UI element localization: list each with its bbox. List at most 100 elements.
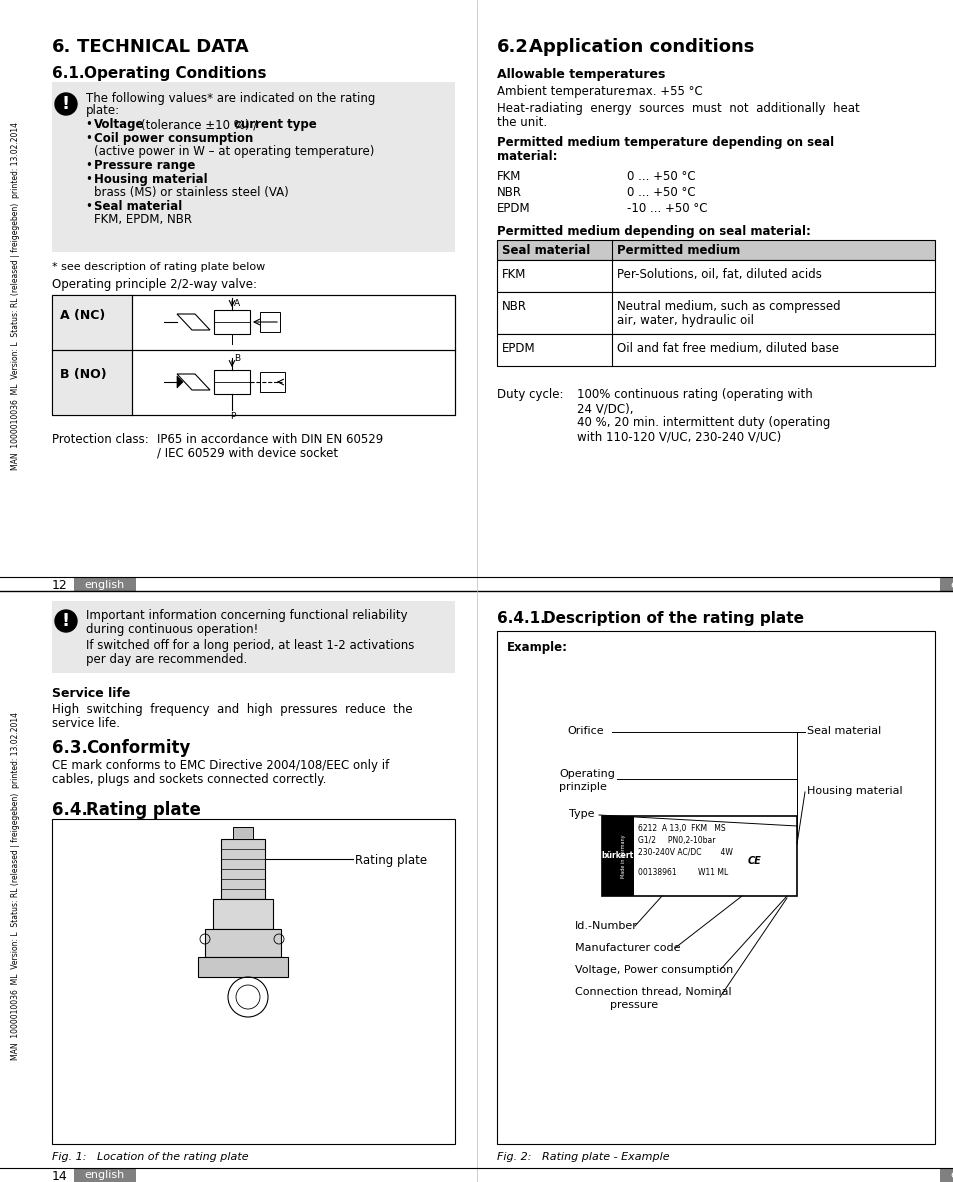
Text: Seal material: Seal material [501, 243, 590, 256]
Text: IP65 in accordance with DIN EN 60529: IP65 in accordance with DIN EN 60529 [157, 433, 383, 446]
Text: EPDM: EPDM [497, 202, 530, 215]
Bar [52, 350, 132, 415]
Text: Rating plate: Rating plate [86, 801, 201, 819]
Text: 6.4.1.: 6.4.1. [497, 611, 545, 626]
Text: 6212  A 13,0  FKM   MS: 6212 A 13,0 FKM MS [638, 824, 725, 833]
Text: FKM, EPDM, NBR: FKM, EPDM, NBR [94, 213, 192, 226]
Text: Coil power consumption: Coil power consumption [94, 132, 253, 145]
Text: english: english [85, 579, 125, 590]
Text: •: • [86, 132, 96, 145]
Text: The following values* are indicated on the rating: The following values* are indicated on t… [86, 92, 375, 105]
Bar [52, 296, 132, 350]
Text: !: ! [62, 612, 70, 630]
Text: Made in Germany: Made in Germany [620, 834, 626, 878]
Text: prinziple: prinziple [558, 782, 606, 792]
Text: •: • [86, 173, 96, 186]
Text: Rating plate - Example: Rating plate - Example [541, 1152, 669, 1162]
Text: / IEC 60529 with device socket: / IEC 60529 with device socket [157, 447, 337, 460]
Text: max. +55 °C: max. +55 °C [626, 85, 702, 98]
Text: 12: 12 [52, 579, 68, 592]
Text: 24 V/DC),: 24 V/DC), [577, 402, 633, 415]
Text: Housing material: Housing material [94, 173, 208, 186]
Text: Fig. 2:: Fig. 2: [497, 1152, 531, 1162]
Text: Id.-Number: Id.-Number [575, 921, 638, 931]
Text: -10 ... +50 °C: -10 ... +50 °C [626, 202, 707, 215]
Bar [260, 312, 280, 332]
Text: EPDM: EPDM [501, 342, 535, 355]
Bar [601, 816, 796, 896]
Text: Oil and fat free medium, diluted base: Oil and fat free medium, diluted base [617, 342, 838, 355]
Text: Operating: Operating [558, 769, 615, 779]
Text: Voltage: Voltage [94, 118, 144, 131]
Text: 6.: 6. [52, 38, 71, 56]
Bar [213, 370, 250, 394]
Text: Application conditions: Application conditions [529, 38, 754, 56]
Bar [497, 260, 934, 292]
Text: per day are recommended.: per day are recommended. [86, 652, 247, 665]
Bar [939, 578, 953, 591]
Text: english: english [85, 1170, 125, 1181]
Text: Allowable temperatures: Allowable temperatures [497, 69, 664, 82]
Text: cables, plugs and sockets connected correctly.: cables, plugs and sockets connected corr… [52, 773, 326, 786]
Text: P: P [230, 413, 235, 421]
Text: current type: current type [233, 118, 316, 131]
Text: Seal material: Seal material [94, 200, 182, 213]
Text: 00138961         W11 ML: 00138961 W11 ML [638, 868, 727, 877]
Text: 6.4.: 6.4. [52, 801, 88, 819]
Text: FKM: FKM [501, 268, 526, 281]
Text: 6.3.: 6.3. [52, 739, 88, 756]
Text: 0 ... +50 °C: 0 ... +50 °C [626, 170, 695, 183]
Bar [52, 296, 455, 415]
Text: !: ! [62, 95, 70, 113]
Text: MAN  1000010036  ML  Version: L  Status: RL (released | freigegeben)  printed: 1: MAN 1000010036 ML Version: L Status: RL … [11, 122, 20, 469]
Text: Type: Type [568, 808, 594, 819]
Text: air, water, hydraulic oil: air, water, hydraulic oil [617, 314, 753, 327]
Bar [221, 839, 265, 900]
Bar [205, 929, 281, 957]
Text: Permitted medium depending on seal material:: Permitted medium depending on seal mater… [497, 225, 810, 238]
Text: service life.: service life. [52, 717, 120, 730]
Bar [233, 827, 253, 839]
Text: Operating Conditions: Operating Conditions [84, 66, 266, 82]
Text: 0 ... +50 °C: 0 ... +50 °C [626, 186, 695, 199]
Bar [213, 310, 250, 335]
Text: Description of the rating plate: Description of the rating plate [542, 611, 803, 626]
Bar [74, 578, 136, 591]
Text: CE mark conforms to EMC Directive 2004/108/EEC only if: CE mark conforms to EMC Directive 2004/1… [52, 759, 389, 772]
Text: with 110-120 V/UC, 230-240 V/UC): with 110-120 V/UC, 230-240 V/UC) [577, 430, 781, 443]
Text: Operating principle 2/2-way valve:: Operating principle 2/2-way valve: [52, 278, 256, 291]
Text: Per-Solutions, oil, fat, diluted acids: Per-Solutions, oil, fat, diluted acids [617, 268, 821, 281]
Text: A (NC): A (NC) [60, 309, 105, 322]
Text: •: • [86, 160, 96, 173]
Text: (tolerance ±10 %) /: (tolerance ±10 %) / [141, 118, 257, 131]
Text: Ambient temperature:: Ambient temperature: [497, 85, 629, 98]
Bar [601, 816, 634, 896]
Text: CE: CE [747, 856, 760, 866]
Text: 230-240V AC/DC        4W: 230-240V AC/DC 4W [638, 847, 732, 857]
Text: * see description of rating plate below: * see description of rating plate below [52, 262, 265, 272]
Text: Seal material: Seal material [806, 726, 881, 736]
Bar [939, 1169, 953, 1182]
Text: Important information concerning functional reliability: Important information concerning functio… [86, 609, 407, 622]
Text: Example:: Example: [506, 641, 567, 654]
Bar [52, 819, 455, 1144]
Text: Conformity: Conformity [86, 739, 191, 756]
Text: Housing material: Housing material [806, 786, 902, 795]
Text: during continuous operation!: during continuous operation! [86, 623, 258, 636]
Text: Protection class:: Protection class: [52, 433, 149, 446]
Polygon shape [177, 376, 183, 388]
Text: 14: 14 [52, 1170, 68, 1182]
Text: Pressure range: Pressure range [94, 160, 195, 173]
Bar [497, 240, 934, 260]
Text: G1/2     PN0,2-10bar: G1/2 PN0,2-10bar [638, 836, 715, 845]
Text: Heat-radiating  energy  sources  must  not  additionally  heat: Heat-radiating energy sources must not a… [497, 102, 859, 115]
Text: english: english [950, 579, 953, 590]
Text: FKM: FKM [497, 170, 521, 183]
Bar [52, 296, 455, 415]
Text: Orifice: Orifice [566, 726, 603, 736]
Text: B: B [233, 353, 240, 363]
Text: MAN  1000010036  ML  Version: L  Status: RL (released | freigegeben)  printed: 1: MAN 1000010036 ML Version: L Status: RL … [11, 713, 20, 1060]
Bar [260, 372, 285, 392]
Text: •: • [86, 200, 96, 213]
Bar [52, 600, 455, 673]
